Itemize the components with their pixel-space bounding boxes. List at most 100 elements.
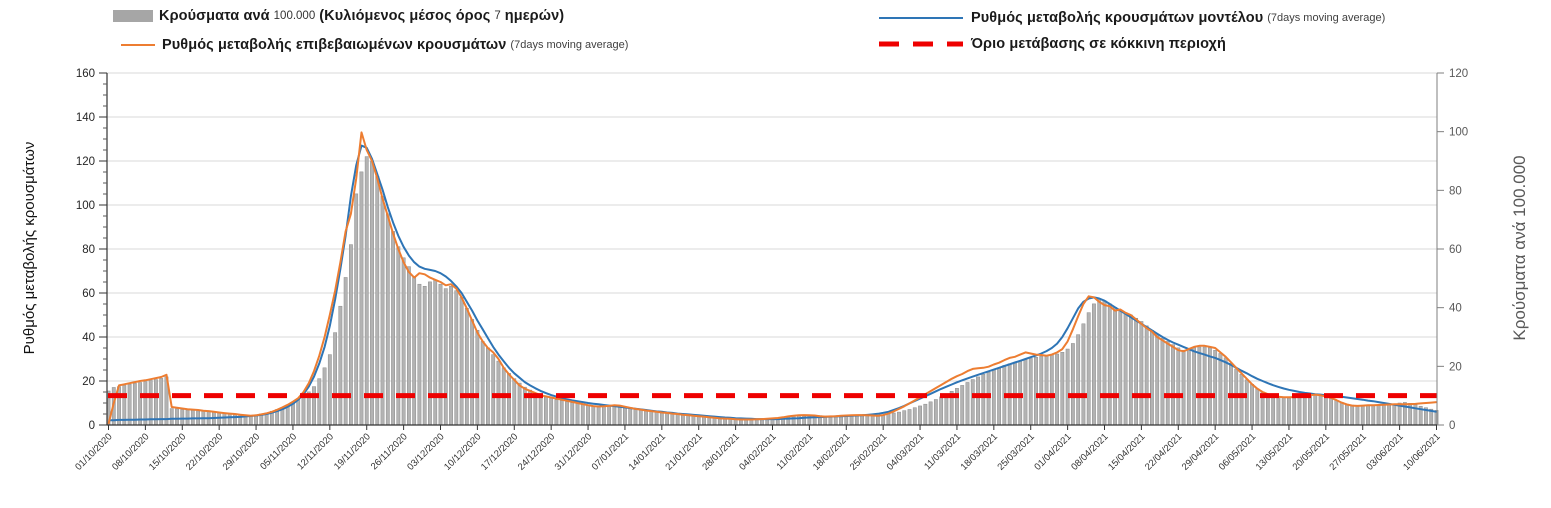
x-axis-date-label: 03/12/2020 [405,431,446,472]
bar-cases-per-100k [459,297,464,426]
bar-cases-per-100k [665,413,670,426]
bar-cases-per-100k [1065,348,1070,426]
bar-cases-per-100k [1039,356,1044,426]
x-axis-date-label: 01/04/2021 [1032,431,1073,472]
bar-cases-per-100k [854,415,859,426]
bar-cases-per-100k [849,415,854,426]
bar-cases-per-100k [169,408,174,426]
bar-cases-per-100k [222,413,227,426]
bar-cases-per-100k [644,410,648,426]
x-axis-date-label: 26/11/2020 [369,431,410,472]
x-axis-date-label: 03/06/2021 [1364,431,1405,472]
x-axis-date-label: 31/12/2020 [553,431,594,472]
bar-cases-per-100k [1076,334,1081,426]
bar-cases-per-100k [428,281,432,426]
legend-bars-label-paren: (Κυλιόμενος μέσος όρος [319,8,491,24]
blue-line-swatch-icon [879,17,963,19]
bar-cases-per-100k [491,354,496,426]
legend-model-sub: (7days moving average) [1267,12,1386,24]
bar-cases-per-100k [401,257,406,426]
bar-cases-per-100k [507,373,511,426]
bar-cases-per-100k [233,414,237,426]
bar-cases-per-100k [1171,344,1175,426]
bar-cases-per-100k [960,385,965,426]
bar-cases-per-100k [380,195,385,426]
bar-cases-per-100k [1181,349,1186,426]
bar-cases-per-100k [933,399,938,426]
x-axis-date-label: 10/12/2020 [442,431,483,472]
bar-cases-per-100k [1350,404,1355,426]
bar-cases-per-100k [575,403,580,426]
left-axis-tick-label: 80 [82,244,95,256]
bar-cases-per-100k [406,266,411,426]
bar-cases-per-100k [338,305,343,426]
x-axis-date-label: 27/05/2021 [1327,431,1368,472]
x-axis-date-label: 11/02/2021 [775,431,816,472]
red-dashed-swatch-icon [879,41,963,47]
bar-cases-per-100k [1355,405,1360,426]
bar-cases-per-100k [991,369,996,426]
left-axis-tick-label: 60 [82,288,95,300]
bar-cases-per-100k [1376,404,1381,426]
bar-cases-per-100k [1339,402,1344,426]
bar-cases-per-100k [1255,388,1260,426]
left-axis-tick-label: 100 [76,200,95,212]
bar-cases-per-100k [565,401,569,426]
bar-cases-per-100k [317,378,322,426]
bar-cases-per-100k [175,408,179,426]
bar-cases-per-100k [1276,396,1281,426]
bar-cases-per-100k [375,176,380,426]
bar-cases-per-100k [912,407,917,426]
x-axis-date-label: 22/10/2020 [184,431,225,472]
bar-cases-per-100k [496,360,501,426]
bar-cases-per-100k [549,398,554,426]
bar-cases-per-100k [538,395,543,426]
bar-cases-per-100k [1250,383,1254,426]
x-axis-date-label: 05/11/2020 [258,431,299,472]
bar-cases-per-100k [1313,394,1318,426]
bar-cases-per-100k [180,409,185,426]
bar-cases-per-100k [1202,346,1207,426]
legend-item-threshold: Όριο μετάβασης σε κόκκινη περιοχή [877,36,1226,52]
bar-cases-per-100k [1049,354,1054,426]
legend-item-cases-bars: Κρούσματα ανά 100.000 (Κυλιόμενος μέσος … [113,8,564,24]
x-axis-date-label: 18/02/2021 [811,431,852,472]
x-axis-date-label: 11/03/2021 [922,431,963,472]
bar-cases-per-100k [970,379,975,426]
bar-cases-per-100k [1107,303,1112,426]
legend-bars-label: Κρούσματα ανά [159,8,270,24]
bar-cases-per-100k [1134,317,1139,426]
bar-cases-per-100k [886,413,891,426]
bar-cases-per-100k [591,405,596,426]
bar-cases-per-100k [870,415,875,426]
bar-cases-per-100k [359,171,364,426]
x-axis-date-label: 15/04/2021 [1106,431,1147,472]
bar-cases-per-100k [486,347,490,426]
bar-cases-per-100k [480,341,485,426]
right-axis-tick-label: 40 [1449,303,1462,315]
bar-cases-per-100k [580,404,585,426]
bar-cases-per-100k [1070,343,1075,426]
x-axis-date-label: 25/02/2021 [848,431,889,472]
bar-cases-per-100k [1139,321,1144,426]
bar-cases-per-100k [923,403,928,426]
bar-cases-per-100k [354,193,359,426]
legend-item-confirmed-line: Ρυθμός μεταβολής επιβεβαιωμένων κρουσμάτ… [120,37,628,53]
bar-cases-per-100k [449,286,453,426]
bar-cases-per-100k [596,406,601,426]
bar-cases-per-100k [1144,325,1149,426]
x-axis-date-label: 21/01/2021 [663,431,704,472]
bar-cases-per-100k [464,308,469,426]
bar-cases-per-100k [470,319,475,426]
bar-cases-per-100k [897,411,901,426]
bar-cases-per-100k [1244,379,1249,426]
bar-cases-per-100k [696,415,701,426]
bar-cases-per-100k [443,288,448,426]
bar-cases-per-100k [1302,396,1307,426]
bar-cases-per-100k [1097,298,1102,426]
x-axis-date-label: 12/11/2020 [295,431,336,472]
right-axis-tick-label: 120 [1449,68,1468,80]
bar-cases-per-100k [312,386,316,426]
bar-cases-per-100k [543,396,548,426]
bar-cases-per-100k [512,378,517,426]
